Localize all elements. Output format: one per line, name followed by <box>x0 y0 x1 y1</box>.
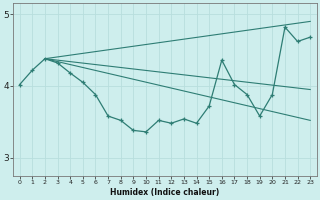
X-axis label: Humidex (Indice chaleur): Humidex (Indice chaleur) <box>110 188 220 197</box>
